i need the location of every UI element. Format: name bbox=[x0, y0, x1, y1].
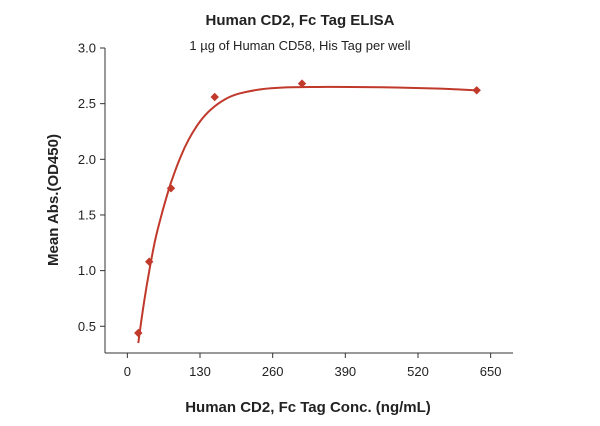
x-tick-label: 130 bbox=[189, 364, 211, 379]
y-axis-title: Mean Abs.(OD450) bbox=[45, 134, 62, 266]
chart-title: Human CD2, Fc Tag ELISA bbox=[206, 12, 395, 29]
x-tick-label: 0 bbox=[124, 364, 131, 379]
data-point bbox=[145, 257, 154, 266]
y-tick-label: 1.0 bbox=[78, 263, 96, 278]
data-point bbox=[297, 79, 307, 88]
x-axis-title: Human CD2, Fc Tag Conc. (ng/mL) bbox=[185, 399, 431, 416]
y-tick-label: 2.0 bbox=[78, 152, 96, 167]
data-points bbox=[134, 79, 481, 338]
y-ticks: 0.5 1.0 1.5 2.0 2.5 3.0 bbox=[78, 41, 105, 334]
data-point bbox=[210, 92, 219, 102]
x-ticks: 0 130 260 390 520 650 bbox=[124, 353, 502, 379]
y-tick-label: 1.5 bbox=[78, 207, 96, 222]
x-tick-label: 520 bbox=[407, 364, 429, 379]
data-point bbox=[166, 184, 176, 193]
x-tick-label: 260 bbox=[262, 364, 284, 379]
y-tick-label: 3.0 bbox=[78, 41, 96, 56]
y-tick-label: 0.5 bbox=[78, 319, 96, 334]
x-tick-label: 650 bbox=[480, 364, 502, 379]
data-point bbox=[472, 86, 481, 95]
fit-curve bbox=[137, 85, 477, 344]
x-tick-label: 390 bbox=[334, 364, 356, 379]
y-tick-label: 2.5 bbox=[78, 96, 96, 111]
data-point bbox=[134, 328, 143, 338]
chart-subtitle: 1 µg of Human CD58, His Tag per well bbox=[189, 38, 410, 53]
